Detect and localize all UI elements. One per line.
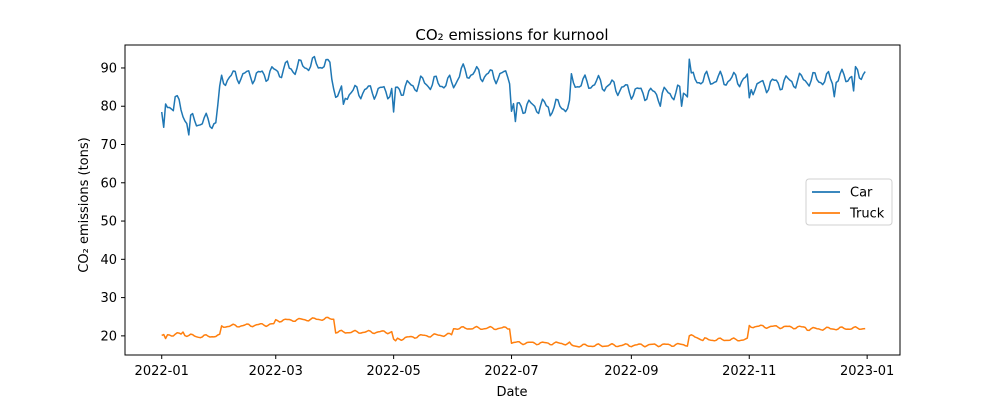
legend-label-car: Car [850, 186, 873, 201]
y-axis-label: CO₂ emissions (tons) [77, 137, 92, 272]
x-tick-label: 2022-09 [604, 364, 658, 379]
series-line-truck [161, 316, 866, 348]
y-tick-label: 80 [100, 100, 117, 115]
plot-area: 20 30 40 50 60 70 80 90 2022-01 2022-03 2022-05 202… [100, 44, 901, 379]
y-tick-label: 60 [100, 176, 117, 191]
legend-label-truck: Truck [849, 207, 885, 222]
y-tick-label: 30 [100, 291, 117, 306]
y-tick-label: 70 [100, 138, 117, 153]
x-tick-label: 2022-11 [722, 364, 776, 379]
x-tick-label: 2022-07 [484, 364, 538, 379]
y-tick-label: 90 [100, 61, 117, 76]
y-tick-label: 40 [100, 253, 117, 268]
x-tick-label: 2023-01 [840, 364, 894, 379]
y-tick-label: 50 [100, 215, 117, 230]
y-tick-label: 20 [100, 329, 117, 344]
x-axis-label: Date [496, 385, 527, 400]
x-tick-label: 2022-03 [249, 364, 303, 379]
x-tick-label: 2022-05 [366, 364, 420, 379]
legend: Car Truck [805, 178, 893, 226]
plot-frame [124, 44, 901, 356]
x-tick-label: 2022-01 [135, 364, 189, 379]
series-line-car [160, 55, 866, 136]
chart-title: CO₂ emissions for kurnool [415, 26, 608, 44]
